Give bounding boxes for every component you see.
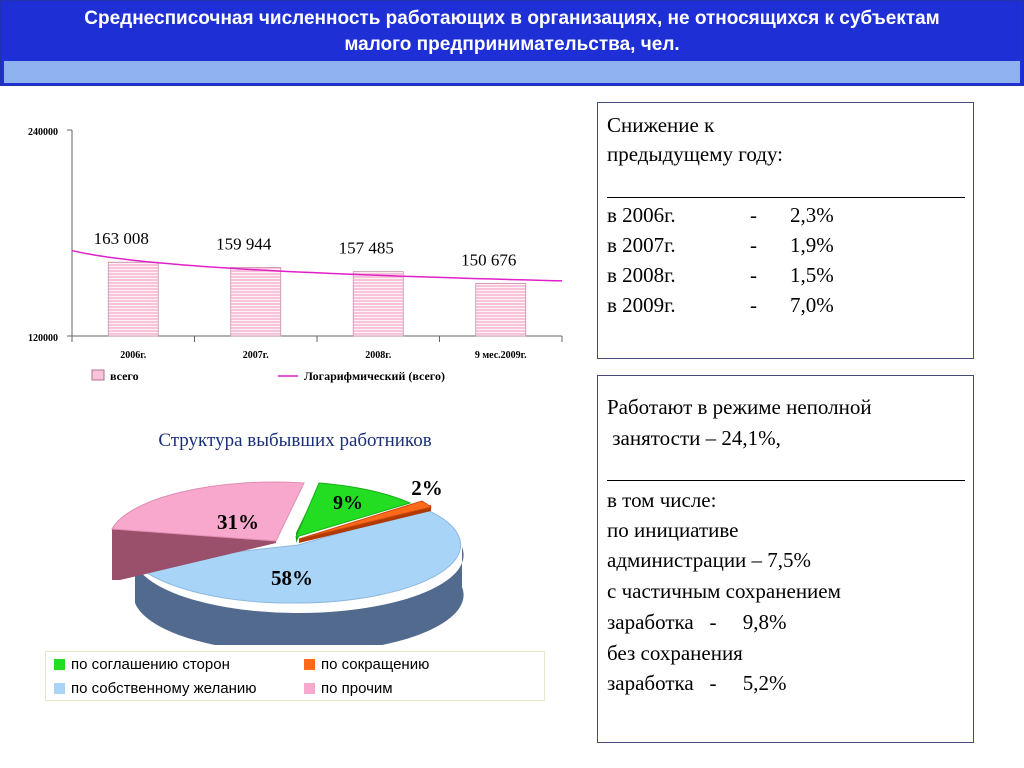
decrease-row: в 2008г. - 1,5% bbox=[598, 263, 973, 293]
pie-label-reduction: 2% bbox=[411, 476, 443, 500]
header-banner: Среднесписочная численность работающих в… bbox=[0, 0, 1024, 86]
x-tick-label: 9 мес.2009г. bbox=[475, 350, 527, 361]
pie-slice-reduction bbox=[298, 500, 433, 543]
pie-slice-agreement bbox=[295, 482, 412, 543]
trend-line bbox=[71, 249, 563, 282]
decrease-row-dash: - bbox=[750, 263, 757, 287]
bar-value-label: 150 676 bbox=[461, 250, 516, 269]
bar-3 bbox=[352, 271, 404, 337]
pie-slice-own-will bbox=[133, 508, 464, 645]
legend-swatch-other bbox=[304, 682, 315, 694]
legend-item-reduction: по сокращению bbox=[304, 656, 429, 673]
bar-chart-plot: 163 008 2006г. 159 944 2007г. 157 485 2008г. 1… bbox=[67, 129, 563, 361]
part-time-line-3: в том числе: bbox=[607, 488, 717, 512]
legend-item-agreement: по соглашению сторон bbox=[54, 656, 230, 673]
bar-value-label: 157 485 bbox=[339, 239, 394, 258]
decrease-row-year: в 2009г. bbox=[607, 293, 676, 317]
legend-item-other: по прочим bbox=[304, 680, 393, 697]
bar-chart-legend: всего Логарифмический (всего) bbox=[91, 369, 445, 383]
decrease-title-line-2: предыдущему году: bbox=[607, 142, 784, 166]
decrease-divider bbox=[607, 197, 965, 198]
decrease-row-year: в 2008г. bbox=[607, 263, 676, 287]
part-time-line-2: занятости – 24,1%, bbox=[607, 426, 781, 450]
y-tick-label-min: 120000 bbox=[28, 333, 58, 344]
legend-label-trendline: Логарифмический (всего) bbox=[304, 369, 445, 383]
bar-value-label: 163 008 bbox=[94, 229, 149, 248]
pie-label-other: 31% bbox=[217, 510, 259, 534]
pie-label-own-will: 58% bbox=[271, 566, 313, 590]
legend-swatch-reduction bbox=[304, 658, 315, 670]
pie-label-agreement: 9% bbox=[333, 492, 363, 514]
decrease-row-value: 2,3% bbox=[790, 203, 834, 227]
legend-swatch-own-will bbox=[54, 682, 65, 694]
bar-1 bbox=[107, 261, 159, 337]
part-time-line-4: по инициативе bbox=[607, 518, 739, 542]
pie-chart-legend: по соглашению сторон по сокращению по со… bbox=[45, 651, 545, 701]
pie-chart: Структура выбывших работников 9% 2% 58% … bbox=[111, 430, 464, 645]
pie-slice-agreement-top bbox=[295, 482, 412, 538]
part-time-line-5: администрации – 7,5% bbox=[607, 548, 812, 572]
part-time-line-1: Работают в режиме неполной bbox=[607, 395, 872, 419]
decrease-row: в 2009г. - 7,0% bbox=[598, 293, 973, 323]
legend-label-other: по прочим bbox=[321, 680, 393, 697]
bar-value-label: 159 944 bbox=[216, 234, 272, 253]
legend-label-own-will: по собственному желанию bbox=[71, 680, 257, 697]
decrease-row-year: в 2007г. bbox=[607, 233, 676, 257]
pie-slice-other-top bbox=[111, 481, 305, 542]
bar-4 bbox=[475, 282, 527, 337]
legend-label-agreement: по соглашению сторон bbox=[71, 656, 230, 673]
part-time-divider bbox=[607, 480, 965, 481]
decrease-row-value: 1,9% bbox=[790, 233, 834, 257]
decrease-row-dash: - bbox=[750, 293, 757, 317]
x-tick-label: 2006г. bbox=[120, 350, 146, 361]
legend-item-own-will: по собственному желанию bbox=[54, 680, 257, 697]
decrease-row-value: 1,5% bbox=[790, 263, 834, 287]
page-title: Среднесписочная численность работающих в… bbox=[1, 6, 1023, 61]
bar-2 bbox=[230, 267, 282, 337]
bar-chart: 163 008 2006г. 159 944 2007г. 157 485 2008г. 1… bbox=[28, 127, 563, 383]
pie-slice-other bbox=[111, 481, 305, 580]
pie-slice-own-will-side bbox=[135, 547, 464, 645]
part-time-box: Работают в режиме неполной занятости – 2… bbox=[597, 375, 974, 743]
x-tick-label: 2008г. bbox=[365, 350, 391, 361]
pie-slice-own-will-top bbox=[133, 508, 462, 604]
part-time-line-8: без сохранения bbox=[607, 641, 743, 665]
decrease-row: в 2006г. - 2,3% bbox=[598, 203, 973, 233]
part-time-line-7: заработка - 9,8% bbox=[607, 610, 787, 634]
legend-swatch-total bbox=[91, 369, 105, 381]
decrease-box: Снижение к предыдущему году: в 2006г. - … bbox=[597, 102, 974, 359]
part-time-line-6: с частичным сохранением bbox=[607, 579, 841, 603]
decrease-row-year: в 2006г. bbox=[607, 203, 676, 227]
x-tick-label: 2007г. bbox=[243, 350, 269, 361]
decrease-row-value: 7,0% bbox=[790, 293, 834, 317]
page-title-line-1: Среднесписочная численность работающих в… bbox=[84, 8, 940, 29]
pie-slice-reduction-top bbox=[298, 500, 433, 540]
y-tick-label-max: 240000 bbox=[28, 127, 58, 138]
header-strip bbox=[4, 61, 1020, 83]
decrease-row: в 2007г. - 1,9% bbox=[598, 233, 973, 263]
legend-label-total: всего bbox=[110, 369, 139, 383]
decrease-row-dash: - bbox=[750, 203, 757, 227]
decrease-row-dash: - bbox=[750, 233, 757, 257]
part-time-line-9: заработка - 5,2% bbox=[607, 671, 787, 695]
decrease-title-line-1: Снижение к bbox=[607, 113, 715, 137]
page-title-line-2: малого предпринимательства, чел. bbox=[344, 34, 680, 55]
legend-swatch-agreement bbox=[54, 658, 65, 670]
legend-label-reduction: по сокращению bbox=[321, 656, 430, 673]
pie-chart-title: Структура выбывших работников bbox=[158, 430, 431, 451]
